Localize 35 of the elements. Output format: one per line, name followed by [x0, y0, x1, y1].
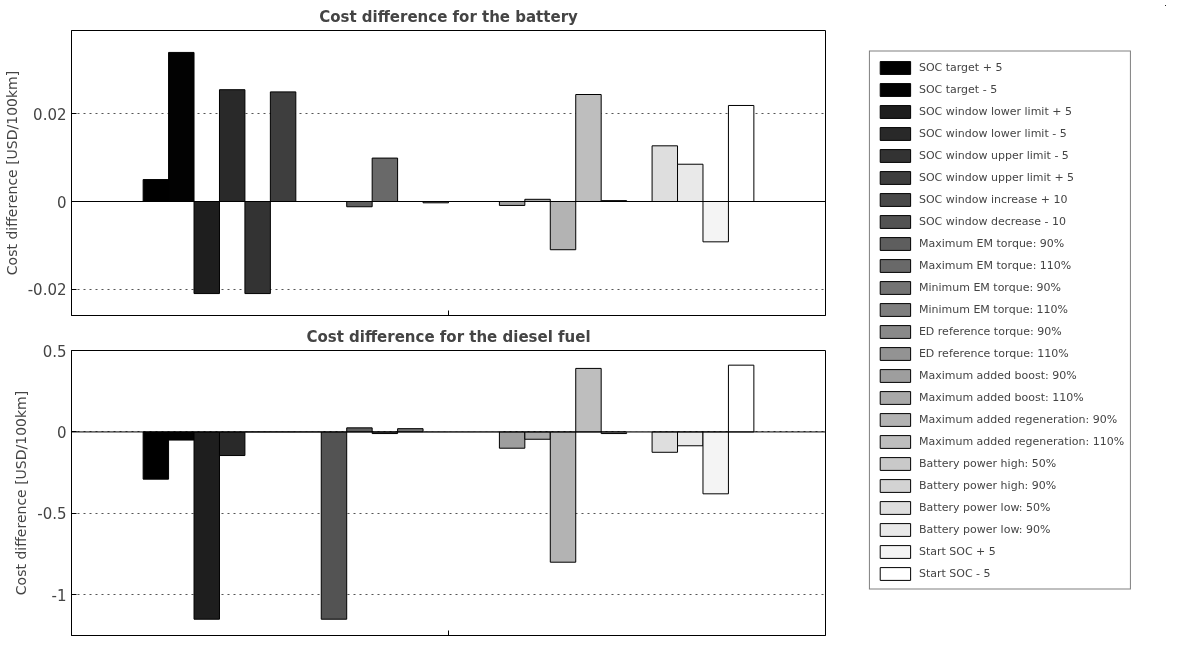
- y-tick-label: 0: [56, 193, 67, 212]
- legend-label: Battery power low: 90%: [918, 521, 1051, 538]
- y-tick-label: 0: [56, 423, 67, 442]
- legend-label: Maximum EM torque: 110%: [918, 257, 1072, 274]
- legend-label: SOC window upper limit - 5: [918, 147, 1069, 164]
- legend-label: Battery power high: 50%: [918, 455, 1057, 472]
- legend-label: Minimum EM torque: 90%: [918, 279, 1062, 296]
- legend-label: SOC window upper limit + 5: [918, 169, 1075, 186]
- legend-label: SOC target - 5: [918, 81, 998, 98]
- legend-label: Start SOC + 5: [918, 543, 996, 560]
- legend-label: Start SOC - 5: [918, 565, 991, 582]
- y-tick-label: 0.02: [33, 105, 67, 124]
- legend-label: ED reference torque: 90%: [918, 323, 1062, 340]
- legend-label: Maximum added boost: 110%: [918, 389, 1084, 406]
- y-axis-title: Cost difference [USD/100km]: [13, 390, 30, 596]
- legend-label: Minimum EM torque: 110%: [918, 301, 1069, 318]
- chart-title: Cost difference for the diesel fuel: [306, 327, 591, 346]
- y-tick-label: -0.02: [27, 281, 67, 300]
- legend-label: Maximum added regeneration: 110%: [918, 433, 1125, 450]
- legend-label: SOC target + 5: [918, 59, 1003, 76]
- legend-label: Maximum added regeneration: 90%: [918, 411, 1118, 428]
- legend-label: SOC window decrease - 10: [918, 213, 1067, 230]
- legend-label: Maximum EM torque: 90%: [918, 235, 1065, 252]
- y-axis-title: Cost difference [USD/100km]: [3, 70, 20, 276]
- legend-label: SOC window increase + 10: [918, 191, 1068, 208]
- y-tick-label: -1: [51, 586, 67, 605]
- legend-label: Maximum added boost: 90%: [918, 367, 1077, 384]
- legend-label: Battery power low: 50%: [918, 499, 1051, 516]
- y-tick-label: 0.5: [42, 342, 67, 361]
- legend-label: SOC window lower limit + 5: [918, 103, 1072, 120]
- legend-label: SOC window lower limit - 5: [918, 125, 1067, 142]
- legend-label: Battery power high: 90%: [918, 477, 1057, 494]
- chart-title: Cost difference for the battery: [319, 7, 579, 26]
- y-tick-label: -0.5: [37, 505, 67, 524]
- legend-label: ED reference torque: 110%: [918, 345, 1069, 362]
